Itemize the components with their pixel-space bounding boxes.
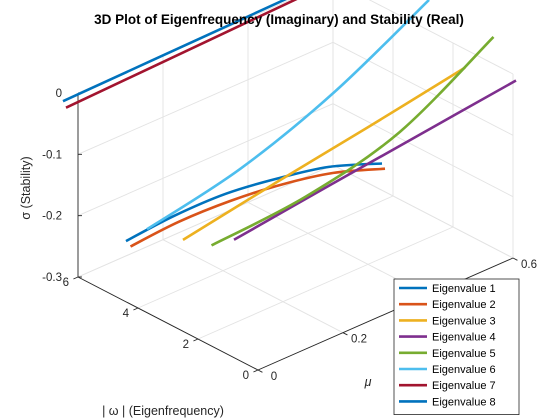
z-tick-label: -0.1 [42,149,62,161]
x-tick [512,257,518,261]
legend-entry-label: Eigenvalue 8 [432,396,496,408]
z-tick-label: -0.2 [42,211,62,223]
x-tick [342,332,348,336]
series-line-eigenvalue-8[interactable] [62,0,342,103]
legend-box [393,278,520,416]
grid-line [368,0,514,75]
grid-line [137,195,394,309]
legend-entry-label: Eigenvalue 1 [432,283,496,295]
x-tick-label: 0.6 [521,259,537,271]
series-line-eigenvalue-7[interactable] [65,0,345,109]
series-line-eigenvalue-2[interactable] [129,167,386,248]
x-axis-label: μ [364,375,372,389]
legend[interactable]: Eigenvalue 1 Eigenvalue 2 Eigenvalue 3 Eige… [393,278,520,416]
grid-line [77,164,334,278]
grid-line [332,103,514,198]
series-line-eigenvalue-5[interactable] [210,35,495,247]
y-tick-label: 4 [123,308,130,320]
series-line-eigenvalue-1[interactable] [125,162,383,243]
x-tick-label: 0 [271,371,277,383]
legend-entry-label: Eigenvalue 2 [432,299,496,311]
grid-line [77,103,334,217]
y-tick [193,338,199,342]
y-tick [73,276,79,280]
chart-title: 3D Plot of Eigenfrequency (Imaginary) an… [94,12,464,27]
grid-line [332,41,514,136]
y-tick-label: 6 [63,277,69,289]
legend-entry-label: Eigenvalue 7 [432,380,496,392]
legend-entry-label: Eigenvalue 5 [432,348,496,360]
grid-line [197,226,454,340]
series-line-eigenvalue-3[interactable] [182,66,466,242]
x-axis-line [257,257,514,371]
y-tick-label: 2 [183,339,189,351]
y-tick [133,307,139,311]
z-tick-label: -0.3 [42,272,62,284]
y-axis-label: | ω | (Eigenfrequency) [102,404,224,418]
z-axis-label: σ (Stability) [19,156,33,219]
grid-line [162,239,344,334]
legend-entry-label: Eigenvalue 3 [432,315,496,327]
series-line-eigenvalue-4[interactable] [233,79,517,241]
data-layer [62,0,517,248]
y-tick-label: 0 [243,370,249,382]
legend-entry-label: Eigenvalue 6 [432,364,496,376]
z-tick-label: 0 [56,88,62,100]
y-tick [253,369,259,373]
axis-layer: 0 0.2 0.6 0 2 4 6 0 -0.1 -0.2 -0.3 [42,88,537,383]
x-tick-label: 0.2 [351,334,367,346]
legend-entry-label: Eigenvalue 4 [432,332,496,344]
x-tick [257,369,263,373]
grid-line [77,41,334,155]
series-line-eigenvalue-6[interactable] [146,0,430,231]
y-axis-line [77,276,259,371]
grid-line [332,164,514,259]
